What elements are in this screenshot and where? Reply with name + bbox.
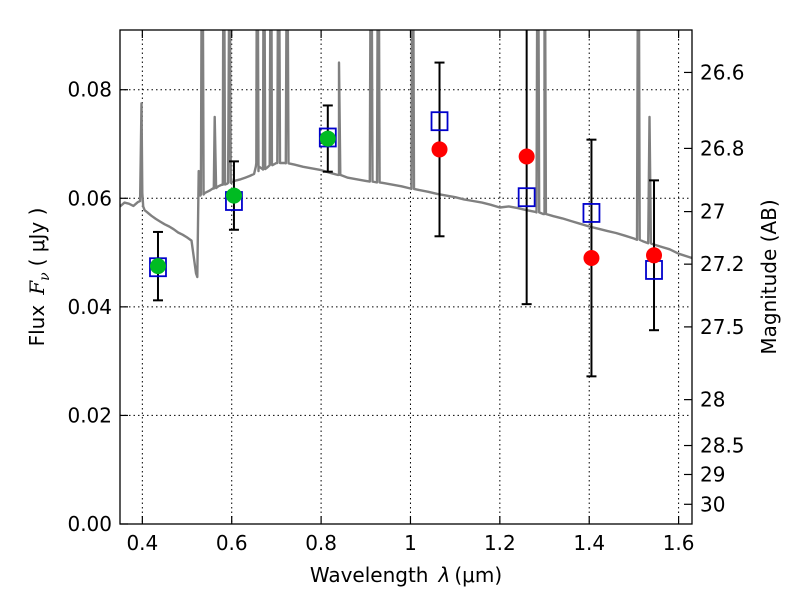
magnitude-tick-label: 27.2 (700, 252, 745, 276)
x-axis-label: Wavelength λ (μm) (310, 563, 502, 587)
photometry-point (646, 247, 663, 264)
magnitude-tick-label: 27 (700, 200, 725, 224)
x-tick-label: 0.4 (126, 531, 158, 555)
y-tick-label: 0.06 (67, 186, 112, 210)
model-photometry-square (517, 187, 536, 208)
photometry-point (518, 148, 535, 165)
magnitude-tick-label: 26.6 (700, 60, 745, 84)
magnitude-tick-label: 29 (700, 462, 725, 486)
axis-ticks: 0.4 0.6 0.8 1 1.2 1.4 1.6 0.00 0.02 0.04 0.06 0.08 2… (67, 30, 745, 555)
y-axis-label: FluxFν( μJy ) (25, 208, 53, 347)
x-tick-label: 0.8 (305, 531, 337, 555)
x-tick-label: 0.6 (216, 531, 248, 555)
x-tick-label: 1.6 (663, 531, 695, 555)
photometry-point (225, 187, 242, 204)
x-tick-label: 1 (404, 531, 417, 555)
y-tick-label: 0.02 (67, 403, 112, 427)
y-tick-label: 0.00 (67, 512, 112, 536)
model-spectrum-line (120, 30, 692, 279)
plot-area (120, 30, 692, 378)
photometry-point (319, 130, 336, 147)
photometry-point (149, 258, 166, 275)
model-photometry-square (582, 203, 601, 223)
magnitude-tick-label: 28 (700, 388, 725, 412)
photometry-point (583, 250, 600, 266)
plot-frame (119, 29, 693, 525)
magnitude-axis-label: Magnitude (AB) (757, 199, 781, 354)
x-tick-label: 1.2 (484, 531, 516, 555)
y-tick-label: 0.08 (67, 78, 112, 102)
x-tick-label: 1.4 (573, 531, 605, 555)
magnitude-tick-label: 27.5 (700, 315, 745, 339)
model-photometry-square (430, 111, 449, 132)
photometry-point (431, 141, 448, 158)
y-tick-label: 0.04 (67, 295, 112, 319)
magnitude-tick-label: 26.8 (700, 136, 745, 160)
magnitude-tick-label: 30 (700, 492, 725, 516)
magnitude-tick-label: 28.5 (700, 434, 745, 458)
